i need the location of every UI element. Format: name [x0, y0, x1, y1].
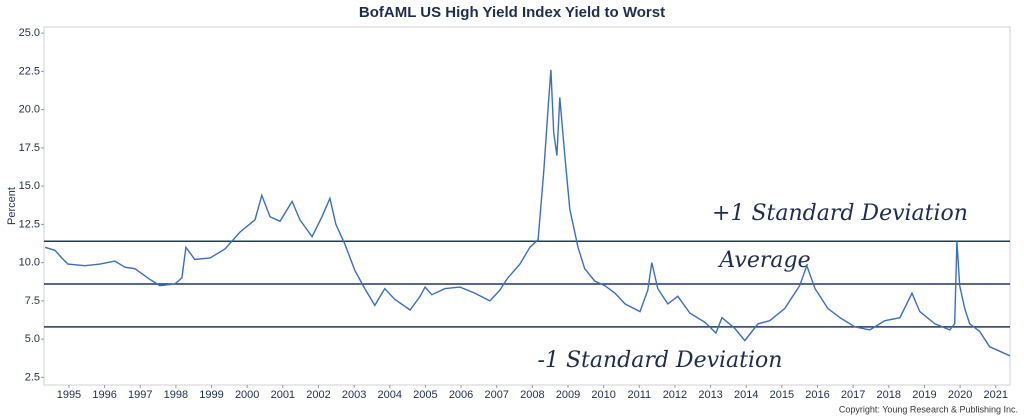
y-tick-label: 2.5 — [25, 371, 40, 383]
y-tick-label: 15.0 — [19, 180, 40, 192]
x-tick-label: 2005 — [413, 389, 437, 401]
x-tick-label: 2006 — [449, 389, 473, 401]
x-tick-label: 2011 — [627, 389, 651, 401]
y-tick-label: 5.0 — [25, 333, 40, 345]
x-tick-label: 1995 — [57, 389, 81, 401]
x-tick-label: 2015 — [770, 389, 794, 401]
x-tick-label: 2019 — [912, 389, 936, 401]
x-tick-label: 1997 — [128, 389, 152, 401]
x-tick-label: 1999 — [199, 389, 223, 401]
x-tick-label: 2013 — [698, 389, 722, 401]
x-tick-label: 2016 — [805, 389, 829, 401]
x-tick-label: 2018 — [877, 389, 901, 401]
x-tick-label: 2002 — [306, 389, 330, 401]
y-tick-label: 25.0 — [19, 27, 40, 39]
x-tick-label: 2014 — [734, 389, 758, 401]
x-tick-label: 2021 — [983, 389, 1007, 401]
y-tick-label: 22.5 — [19, 65, 40, 77]
x-tick-label: 2000 — [235, 389, 259, 401]
y-tick-label: 7.5 — [25, 295, 40, 307]
x-tick-label: 2001 — [271, 389, 295, 401]
x-tick-label: 2008 — [520, 389, 544, 401]
y-tick-label: 20.0 — [19, 104, 40, 116]
x-tick-label: 1996 — [92, 389, 116, 401]
data-line — [44, 69, 1011, 357]
x-tick-label: 2007 — [484, 389, 508, 401]
y-axis-label: Percent — [6, 187, 18, 225]
plot-frame — [43, 26, 1011, 386]
reference-label: Average — [717, 248, 810, 273]
x-tick-label: 2017 — [841, 389, 865, 401]
y-tick-label: 10.0 — [19, 257, 40, 269]
x-tick-label: 1998 — [164, 389, 188, 401]
x-tick-label: 2003 — [342, 389, 366, 401]
copyright: Copyright: Young Research & Publishing I… — [839, 404, 1018, 414]
y-tick-label: 17.5 — [19, 142, 40, 154]
x-tick-label: 2020 — [948, 389, 972, 401]
x-tick-label: 2004 — [378, 389, 402, 401]
chart-title: BofAML US High Yield Index Yield to Wors… — [359, 4, 665, 21]
x-tick-label: 2012 — [663, 389, 687, 401]
reference-label: +1 Standard Deviation — [712, 201, 968, 226]
y-tick-label: 12.5 — [19, 218, 40, 230]
reference-label: -1 Standard Deviation — [538, 348, 783, 373]
x-tick-label: 2010 — [591, 389, 615, 401]
x-tick-label: 2009 — [556, 389, 580, 401]
